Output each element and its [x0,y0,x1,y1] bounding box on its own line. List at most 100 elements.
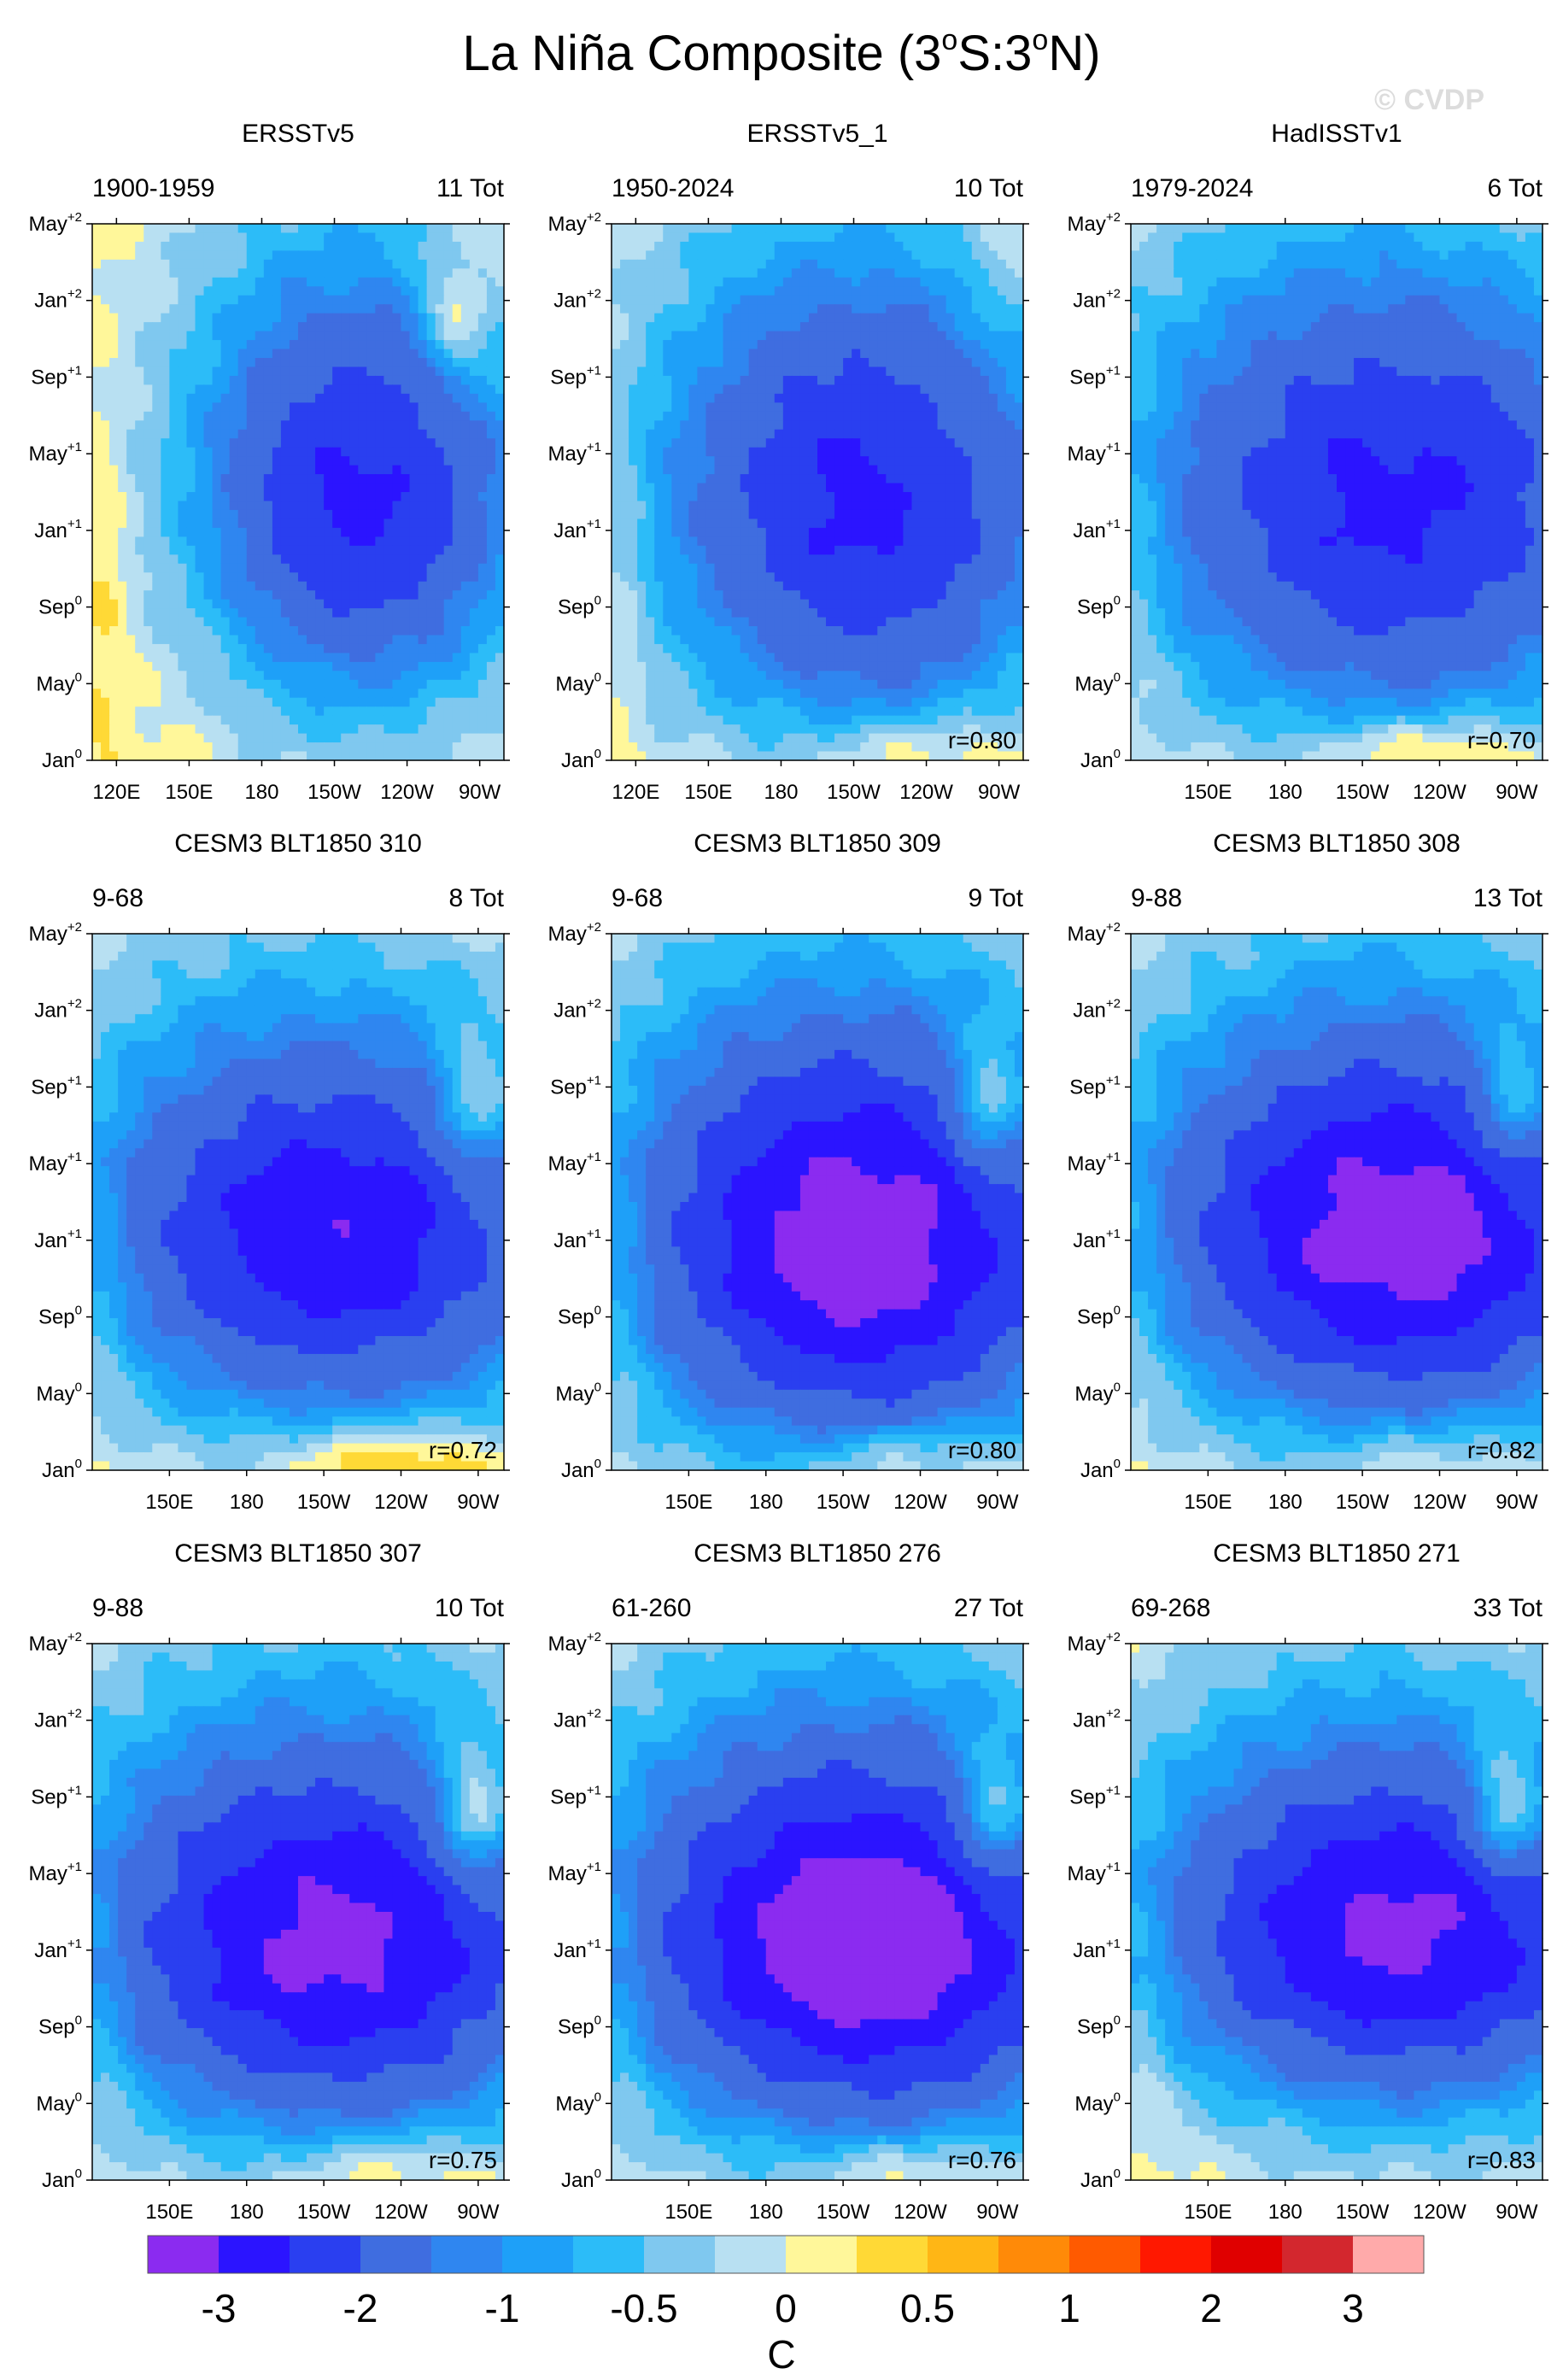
heatmap-cell [221,448,231,457]
heatmap-cell [109,314,119,323]
heatmap-cell [315,366,325,376]
heatmap-cell [392,492,401,501]
heatmap-cell [427,456,436,466]
heatmap-cell [358,314,367,323]
heatmap-cell [487,456,496,466]
heatmap-cell [358,420,367,430]
heatmap-cell [92,224,102,233]
heatmap-cell [290,448,299,457]
heatmap-cell [178,314,187,323]
heatmap-cell [281,466,290,475]
heatmap-cell [392,430,401,439]
heatmap-cell [161,296,170,305]
heatmap-cell [272,250,282,260]
heatmap-cell [453,278,462,287]
heatmap-cell [272,314,282,323]
heatmap-cell [307,304,316,314]
heatmap-cell [366,528,376,537]
heatmap-cell [392,286,401,296]
heatmap-cell [143,286,153,296]
heatmap-cell [410,349,419,359]
heatmap-cell [332,402,342,412]
heatmap-cell [487,268,496,278]
heatmap-cell [221,501,231,510]
heatmap-cell [264,224,273,233]
heatmap-cell [410,278,419,287]
heatmap-cell [366,349,376,359]
heatmap-cell [307,260,316,269]
heatmap-cell [349,474,359,484]
heatmap-cell [247,340,256,349]
heatmap-cell [478,492,488,501]
heatmap-cell [196,519,205,528]
heatmap-cell [358,402,367,412]
heatmap-cell [169,242,179,251]
heatmap-cell [495,420,505,430]
heatmap-cell [419,232,428,242]
heatmap-cell [410,456,419,466]
heatmap-cell [101,331,110,341]
heatmap-cell [281,510,290,519]
heatmap-cell [264,366,273,376]
heatmap-cell [196,412,205,421]
heatmap-cell [118,394,127,403]
heatmap-cell [247,232,256,242]
heatmap-cell [230,412,239,421]
heatmap-cell [427,546,436,555]
heatmap-cell [178,260,187,269]
heatmap-cell [118,528,127,537]
heatmap-cell [109,304,119,314]
heatmap-cell [161,528,170,537]
heatmap-cell [410,224,419,233]
heatmap-cell [401,366,411,376]
figure: La Niña Composite (3oS:3oN) © CVDP ERSST… [0,0,1563,2380]
heatmap-cell [358,519,367,528]
heatmap-cell [298,492,307,501]
heatmap-cell [118,340,127,349]
heatmap-cell [143,430,153,439]
heatmap-cell [461,286,471,296]
heatmap-cell [495,466,505,475]
heatmap-cell [290,331,299,341]
heatmap-cell [238,384,248,394]
heatmap-cell [461,546,471,555]
heatmap-cell [298,340,307,349]
heatmap-cell [375,340,384,349]
heatmap-cell [307,358,316,367]
heatmap-cell [290,412,299,421]
heatmap-cell [436,430,445,439]
heatmap-cell [255,366,265,376]
heatmap-cell [101,278,110,287]
heatmap-cell [143,484,153,493]
heatmap-cell [366,296,376,305]
heatmap-cell [461,492,471,501]
heatmap-cell [290,430,299,439]
heatmap-cell [427,501,436,510]
heatmap-cell [264,322,273,331]
heatmap-cell [92,546,102,555]
heatmap-cell [230,456,239,466]
heatmap-cell [358,376,367,385]
heatmap-cell [332,501,342,510]
heatmap-cell [238,528,248,537]
heatmap-cell [495,260,505,269]
heatmap-cell [161,242,170,251]
heatmap-cell [238,286,248,296]
heatmap-cell [281,340,290,349]
heatmap-cell [358,286,367,296]
heatmap-cell [444,528,454,537]
heatmap-cell [324,224,333,233]
heatmap-cell [419,349,428,359]
heatmap-cell [358,384,367,394]
heatmap-cell [101,322,110,331]
heatmap-cell [272,528,282,537]
heatmap-cell [221,484,231,493]
heatmap-cell [324,296,333,305]
heatmap-cell [213,296,222,305]
heatmap-cell [436,438,445,448]
heatmap-cell [444,286,454,296]
heatmap-cell [213,358,222,367]
heatmap-cell [118,296,127,305]
heatmap-cell [444,278,454,287]
heatmap-cell [290,314,299,323]
